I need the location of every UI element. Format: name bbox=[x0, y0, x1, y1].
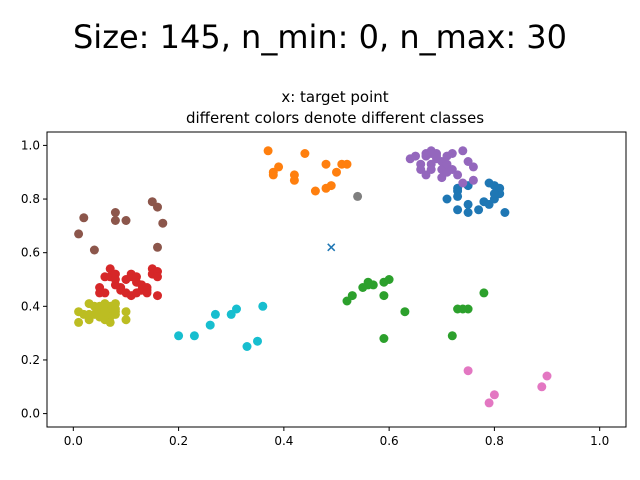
scatter-point-s5-p1 bbox=[79, 213, 89, 223]
scatter-point-s2-p6 bbox=[379, 291, 389, 301]
scatter-point-s5-p2 bbox=[89, 245, 99, 255]
scatter-point-s2-p11 bbox=[447, 331, 457, 341]
scatter-point-s0-p1 bbox=[453, 191, 463, 201]
x-tick-label: 0.4 bbox=[274, 434, 293, 448]
y-tick-label: 0.0 bbox=[21, 407, 40, 421]
scatter-point-s4-p25 bbox=[468, 175, 478, 185]
axes-frame bbox=[46, 131, 627, 428]
scatter-point-s8-p22 bbox=[79, 309, 89, 319]
scatter-point-s4-p20 bbox=[453, 170, 463, 180]
scatter-point-s2-p10 bbox=[379, 334, 389, 343]
scatter-point-s2-p5 bbox=[368, 280, 378, 290]
y-tick-label: 0.6 bbox=[21, 246, 40, 260]
y-tick-label: 0.2 bbox=[21, 353, 40, 367]
scatter-point-s5-p7 bbox=[153, 202, 162, 212]
scatter-point-s9-p3 bbox=[210, 309, 220, 319]
scatter-point-s3-p28 bbox=[142, 288, 152, 298]
y-tick-label: 0.4 bbox=[21, 299, 40, 313]
scatter-point-s5-p3 bbox=[110, 208, 120, 217]
scatter-point-s6-p2 bbox=[489, 390, 499, 400]
scatter-point-s5-p5 bbox=[121, 216, 131, 225]
scatter-point-s2-p15 bbox=[479, 288, 489, 298]
scatter-point-s4-p18 bbox=[447, 149, 457, 158]
scatter-point-s4-p9 bbox=[426, 165, 436, 174]
scatter-point-s3-p22 bbox=[153, 291, 162, 301]
scatter-point-s4-p24 bbox=[468, 162, 478, 172]
scatter-point-s1-p6 bbox=[300, 149, 310, 158]
data-points bbox=[74, 146, 552, 408]
x-tick-label: 1.0 bbox=[590, 434, 609, 448]
scatter-point-s1-p11 bbox=[332, 167, 341, 177]
scatter-point-s6-p3 bbox=[537, 382, 547, 392]
scatter-point-s2-p1 bbox=[347, 291, 357, 301]
scatter-point-s9-p7 bbox=[253, 336, 262, 346]
scatter-point-s0-p5 bbox=[463, 208, 473, 217]
scatter-point-s0-p3 bbox=[463, 199, 473, 209]
scatter-point-s9-p5 bbox=[232, 304, 241, 314]
x-tick-label: 0.2 bbox=[169, 434, 188, 448]
scatter-point-s5-p0 bbox=[74, 229, 84, 239]
scatter-point-s8-p25 bbox=[110, 309, 120, 319]
scatter-point-s0-p2 bbox=[442, 194, 452, 204]
chart-title-line-2: different colors denote different classe… bbox=[186, 109, 484, 127]
scatter-point-s6-p0 bbox=[463, 366, 473, 376]
scatter-point-s3-p21 bbox=[153, 272, 162, 282]
target-point-x bbox=[327, 243, 336, 252]
scatter-point-s2-p9 bbox=[400, 307, 410, 317]
scatter-point-s0-p14 bbox=[500, 208, 510, 217]
x-tick-label: 0.8 bbox=[485, 434, 504, 448]
x-tick-label: 0.0 bbox=[64, 434, 83, 448]
scatter-point-s3-p27 bbox=[132, 288, 141, 298]
y-tick-label: 1.0 bbox=[21, 138, 40, 152]
scatter-point-s9-p2 bbox=[205, 320, 215, 330]
chart-title-line-1: x: target point bbox=[281, 88, 388, 106]
scatter-point-s8-p24 bbox=[100, 299, 110, 309]
y-tick-label: 0.8 bbox=[21, 192, 40, 206]
scatter-point-s6-p1 bbox=[484, 398, 494, 408]
scatter-point-s9-p8 bbox=[258, 301, 268, 311]
scatter-point-s5-p4 bbox=[110, 216, 120, 225]
scatter-point-s5-p8 bbox=[158, 218, 168, 228]
scatter-point-s5-p9 bbox=[153, 242, 162, 252]
scatter-point-s9-p1 bbox=[189, 331, 199, 341]
scatter-point-s4-p27 bbox=[432, 151, 441, 161]
scatter-point-s8-p15 bbox=[105, 317, 115, 327]
scatter-point-s8-p19 bbox=[121, 307, 131, 317]
scatter-point-s2-p8 bbox=[384, 275, 394, 284]
scatter-point-s8-p26 bbox=[100, 307, 110, 317]
scatter-point-s1-p13 bbox=[342, 159, 352, 169]
scatter-point-s1-p2 bbox=[274, 162, 284, 172]
scatter-point-s1-p3 bbox=[268, 170, 278, 180]
scatter-point-s9-p0 bbox=[174, 331, 184, 341]
target-point-marker bbox=[327, 243, 336, 252]
scatter-point-s4-p22 bbox=[458, 178, 468, 188]
scatter-point-s8-p20 bbox=[121, 315, 131, 325]
figure-suptitle: Size: 145, n_min: 0, n_max: 30 bbox=[72, 18, 567, 56]
x-tick-label: 0.6 bbox=[380, 434, 399, 448]
scatter-point-s1-p7 bbox=[310, 186, 320, 196]
axis-ticks: 0.0 0.2 0.4 0.6 0.8 1.0 0.0 0.2 0.4 0.6 0.8 1.0 bbox=[21, 138, 609, 448]
scatter-point-s0-p4 bbox=[474, 205, 484, 215]
scatter-point-s8-p1 bbox=[74, 317, 84, 327]
scatter-point-s1-p0 bbox=[263, 146, 273, 156]
scatter-point-s1-p5 bbox=[289, 175, 299, 185]
scatter-point-s2-p14 bbox=[458, 304, 468, 314]
scatter-point-s4-p1 bbox=[411, 151, 420, 161]
scatter-point-s1-p9 bbox=[326, 181, 336, 191]
scatter-point-s6-p4 bbox=[542, 371, 552, 381]
scatter-point-s9-p6 bbox=[242, 342, 252, 351]
scatter-point-s3-p25 bbox=[100, 288, 110, 298]
scatter-point-s0-p6 bbox=[453, 205, 463, 215]
scatter-point-s7-p0 bbox=[353, 191, 363, 201]
scatter-point-s1-p10 bbox=[321, 159, 331, 169]
scatter-point-s4-p21 bbox=[458, 146, 468, 156]
scatter-point-s0-p17 bbox=[489, 189, 499, 199]
